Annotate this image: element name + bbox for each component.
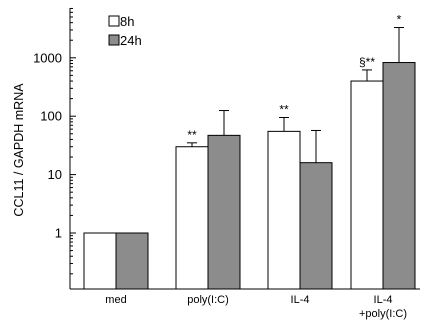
- y-axis-title: CCL11 / GAPDH mRNA: [12, 83, 26, 217]
- legend-label-24h: 24h: [120, 33, 142, 48]
- y-tick-label: 10: [48, 167, 62, 182]
- legend-swatch-8h: [108, 15, 120, 27]
- x-category-labels: med poly(I:C) IL-4 IL-4 +poly(I:C): [105, 294, 407, 320]
- significance-marker: §**: [359, 55, 375, 69]
- bar-24h-0: [115, 232, 149, 290]
- y-tick-label: 1: [55, 226, 62, 241]
- legend-label-8h: 8h: [120, 14, 134, 29]
- bars: [83, 27, 416, 290]
- bar-8h-0: [83, 232, 117, 290]
- x-category-label: med: [105, 294, 126, 306]
- y-tick-label: 1000: [33, 50, 62, 65]
- legend-swatch-24h: [108, 34, 120, 46]
- x-category-label: IL-4: [374, 294, 393, 306]
- significance-marker: **: [187, 128, 197, 142]
- x-category-label: poly(I:C): [187, 294, 229, 306]
- bar-8h-2: [267, 130, 301, 290]
- bar-24h-2: [299, 162, 333, 290]
- bar-24h-1: [207, 134, 241, 290]
- significance-marker: **: [279, 103, 289, 117]
- x-category-label: +poly(I:C): [359, 308, 407, 320]
- significance-marker: *: [397, 13, 402, 27]
- x-category-label: IL-4: [291, 294, 310, 306]
- bar-8h-1: [175, 146, 209, 290]
- bar-8h-3: [350, 80, 384, 290]
- annotations: ** ** §** *: [187, 13, 401, 142]
- y-ticks: 1 10 100 1000: [33, 7, 76, 275]
- bar-24h-3: [382, 62, 416, 290]
- y-tick-label: 100: [40, 109, 62, 124]
